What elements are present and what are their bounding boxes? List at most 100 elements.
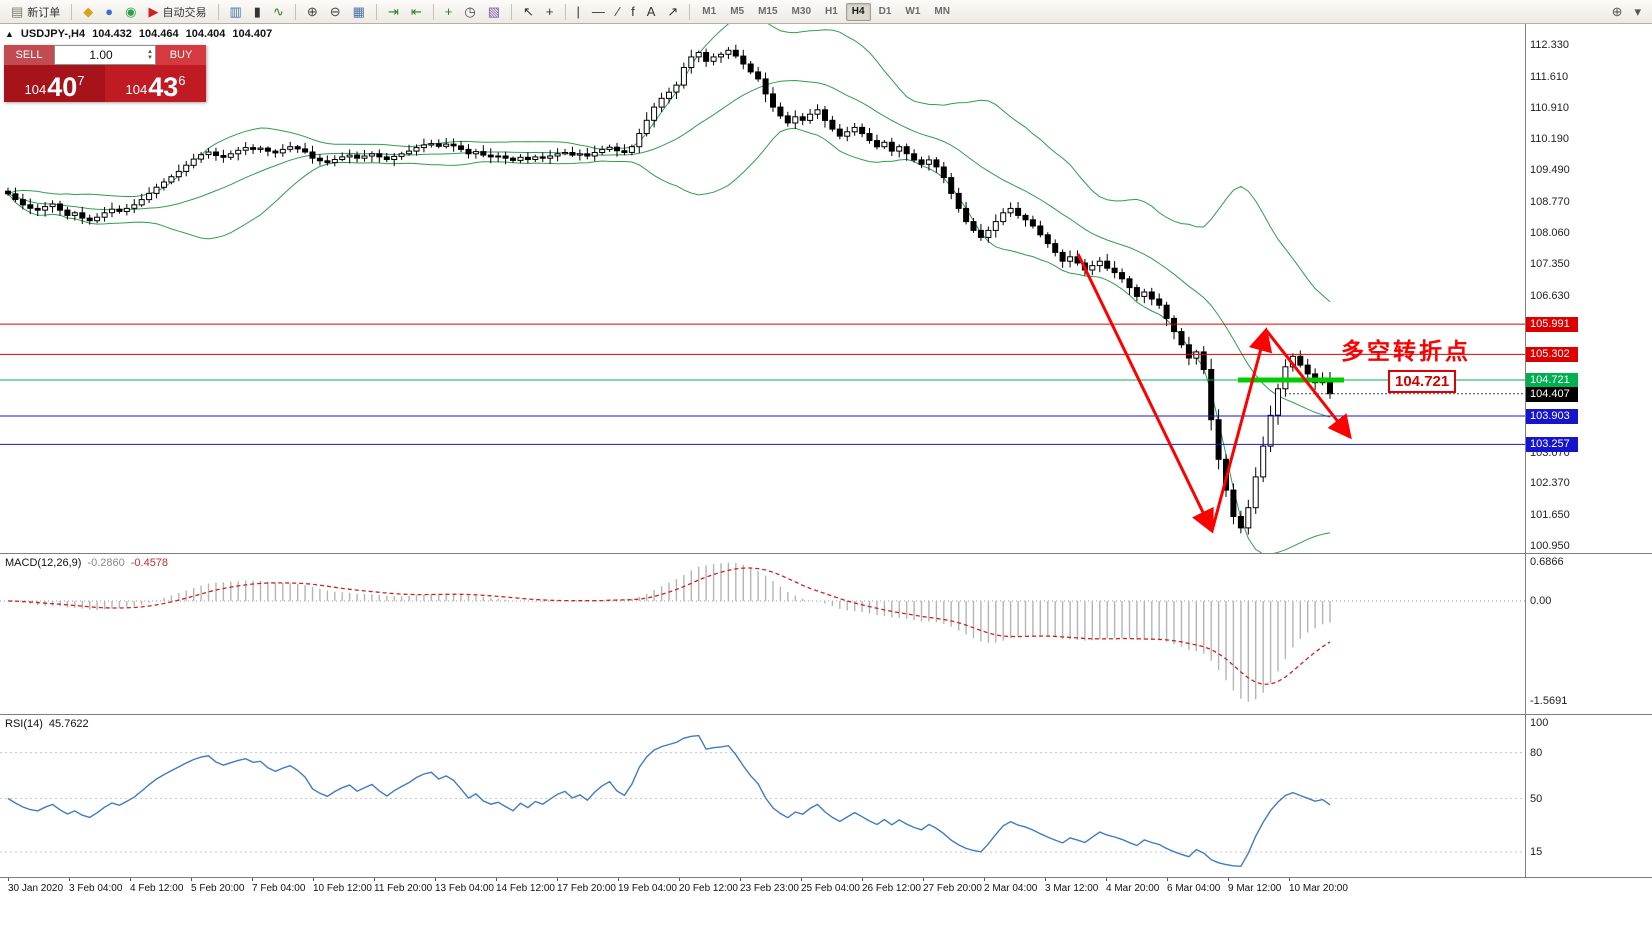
buy-price-display[interactable]: 104 43 6: [105, 65, 206, 102]
time-axis-label: 13 Feb 04:00: [435, 883, 494, 894]
macd-label: MACD(12,26,9) -0.2860 -0.4578: [5, 557, 168, 569]
time-axis-tick: [618, 878, 619, 881]
timeframe-m30-button[interactable]: M30: [791, 6, 811, 17]
price-axis-label: 110.190: [1530, 133, 1569, 145]
time-axis-label: 10 Feb 12:00: [313, 883, 372, 894]
cursor-button[interactable]: ↖: [518, 2, 539, 22]
arrow-tools-button[interactable]: ↗: [662, 2, 683, 22]
macd-signal-value: -0.4578: [130, 557, 169, 569]
new-order-button-label: 新订单: [27, 6, 61, 19]
time-axis-tick: [1289, 878, 1290, 881]
time-axis-tick: [8, 878, 9, 881]
time-axis-label: 20 Feb 12:00: [679, 883, 738, 894]
price-marker-label: 103.903: [1526, 409, 1578, 424]
macd-name: MACD(12,26,9): [5, 557, 82, 569]
panel-divider-rsi[interactable]: [0, 714, 1652, 715]
line-chart-button[interactable]: ∿: [268, 2, 289, 22]
text-button[interactable]: A: [642, 2, 661, 22]
one-click-collapse-toggle[interactable]: ▲: [5, 29, 14, 39]
volume-input[interactable]: 1.00 ▲ ▼: [54, 45, 156, 65]
candlestick-chart-button[interactable]: ▮: [249, 2, 266, 22]
time-axis-label: 26 Feb 12:00: [862, 883, 921, 894]
timeframe-h1-button[interactable]: H1: [825, 6, 838, 17]
zoom-in-icon: ⊕: [306, 4, 318, 19]
price-axis-label: 100.950: [1530, 540, 1570, 552]
indicators-button[interactable]: +: [440, 2, 458, 22]
vertical-line-icon: |: [576, 4, 580, 19]
time-axis-label: 2 Mar 04:00: [984, 883, 1038, 894]
time-axis[interactable]: 30 Jan 2020 3 Feb 04:00 4 Feb 12:00 5 Feb 2…: [0, 877, 1652, 900]
chart-ohlc-readout: ▲ USDJPY-,H4 104.432 104.464 104.404 104…: [5, 28, 272, 40]
autotrading-button-label: 自动交易: [162, 6, 207, 19]
panel-divider-macd[interactable]: [0, 553, 1652, 554]
timeframe-h4-button[interactable]: H4: [845, 2, 871, 21]
rsi-chart[interactable]: [0, 715, 1525, 877]
autotrading-icon: ▶: [148, 4, 159, 19]
rsi-label: RSI(14) 45.7622: [5, 718, 89, 730]
candlestick-chart[interactable]: [0, 24, 1525, 553]
macd-value: -0.2860: [87, 557, 125, 569]
ohlc-open: 104.432: [92, 28, 132, 40]
sell-price-display[interactable]: 104 40 7: [4, 65, 105, 102]
market-watch-button[interactable]: ◉: [120, 2, 141, 22]
autotrading-button[interactable]: ▶ 自动交易: [144, 2, 212, 22]
timeframe-m1-button[interactable]: M1: [702, 6, 717, 17]
sell-button[interactable]: SELL: [4, 45, 54, 65]
new-order-button[interactable]: ▤ 新订单: [6, 2, 65, 22]
trendline-icon: ∕: [616, 4, 620, 19]
bar-chart-button[interactable]: ▥: [225, 2, 247, 22]
time-axis-tick: [374, 878, 375, 881]
time-axis-tick: [923, 878, 924, 881]
time-axis-tick: [313, 878, 314, 881]
timeframe-w1-button[interactable]: W1: [905, 6, 921, 17]
time-axis-tick: [130, 878, 131, 881]
toolbox-button[interactable]: ◆: [78, 2, 98, 22]
text-icon: A: [646, 4, 656, 19]
horizontal-line-button[interactable]: —: [587, 2, 610, 22]
price-axis-label: 112.330: [1530, 39, 1569, 51]
tile-windows-button[interactable]: ▦: [348, 2, 370, 22]
price-marker-label: 104.721: [1526, 373, 1578, 388]
timeframe-d1-button[interactable]: D1: [878, 6, 892, 17]
candlestick-chart-icon: ▮: [253, 4, 261, 19]
time-axis-label: 30 Jan 2020: [8, 883, 64, 894]
chart-shift-icon: ⇤: [410, 4, 422, 19]
turning-point-annotation[interactable]: 多空转折点: [1341, 339, 1471, 365]
arrow-tools-icon: ↗: [667, 4, 679, 19]
timeframe-m5-button[interactable]: M5: [730, 6, 745, 17]
trendline-button[interactable]: ∕: [612, 2, 624, 22]
auto-scroll-button[interactable]: ⇥: [383, 2, 404, 22]
toolbar-separator: [294, 3, 296, 20]
timeframe-mn-button[interactable]: MN: [934, 6, 950, 17]
buy-price-pips: 43: [148, 72, 179, 102]
time-axis-label: 3 Feb 04:00: [69, 883, 123, 894]
time-axis-tick: [69, 878, 70, 881]
time-axis-label: 27 Feb 20:00: [923, 883, 982, 894]
profiles-button[interactable]: ●: [100, 2, 118, 22]
time-axis-tick: [557, 878, 558, 881]
vertical-line-button[interactable]: |: [572, 2, 585, 22]
quick-search-button[interactable]: ⊕: [1611, 3, 1623, 19]
one-click-trading-widget: SELL 1.00 ▲ ▼ BUY 104 40 7 104: [4, 45, 206, 102]
time-axis-tick: [1167, 878, 1168, 881]
time-axis-label: 4 Mar 20:00: [1106, 883, 1160, 894]
crosshair-button[interactable]: +: [541, 2, 559, 22]
macd-axis-label: 0.00: [1530, 595, 1552, 607]
zoom-in-button[interactable]: ⊕: [302, 2, 323, 22]
zoom-out-button[interactable]: ⊖: [325, 2, 346, 22]
volume-increase-button[interactable]: ▲: [147, 49, 153, 55]
price-callout-label[interactable]: 104.721: [1388, 370, 1457, 393]
profiles-icon: ●: [105, 4, 114, 19]
macd-chart[interactable]: [0, 554, 1525, 714]
fibonacci-button[interactable]: f: [626, 2, 640, 22]
templates-button[interactable]: ▧: [483, 2, 505, 22]
templates-icon: ▧: [487, 4, 501, 19]
timeframe-m15-button[interactable]: M15: [758, 6, 778, 17]
periods-button[interactable]: ◷: [459, 2, 480, 22]
volume-decrease-button[interactable]: ▼: [147, 55, 153, 61]
buy-button[interactable]: BUY: [156, 45, 206, 65]
chart-shift-button[interactable]: ⇤: [406, 2, 427, 22]
price-marker-label: 104.407: [1526, 387, 1578, 402]
time-axis-label: 11 Feb 20:00: [374, 883, 433, 894]
toolbar-options-button[interactable]: ▾: [1634, 3, 1641, 19]
